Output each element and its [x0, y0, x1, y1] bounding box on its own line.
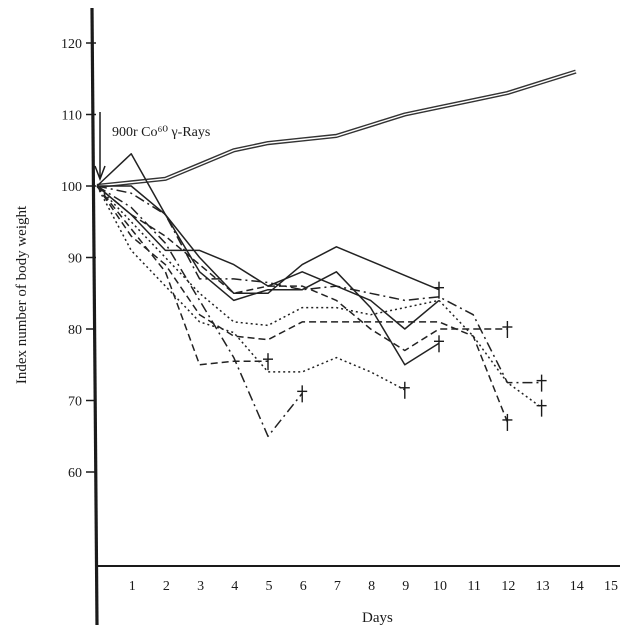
- death-marker-8: [502, 413, 513, 431]
- x-tick-label-15: 15: [604, 579, 618, 594]
- x-tick-label-4: 4: [231, 579, 238, 594]
- x-tick-label-7: 7: [334, 579, 341, 594]
- y-axis-line: [90, 7, 99, 626]
- series-line-1: [96, 153, 440, 366]
- series-line-6: [96, 185, 542, 384]
- series-line-10: [96, 185, 508, 352]
- death-marker-5: [263, 353, 273, 371]
- y-tick-label-110: 110: [62, 109, 82, 124]
- x-tick-label-9: 9: [402, 579, 409, 594]
- x-tick-label-2: 2: [163, 579, 170, 594]
- dose-arrow-head: [94, 165, 106, 182]
- death-marker-6: [536, 374, 547, 392]
- x-tick-label-6: 6: [300, 579, 307, 594]
- series-line-4: [96, 185, 303, 438]
- y-tick-label-60: 60: [68, 466, 82, 481]
- x-tick-label-14: 14: [570, 579, 584, 594]
- x-tick-label-5: 5: [266, 579, 273, 594]
- x-tick-label-12: 12: [501, 579, 515, 594]
- y-tick-label-90: 90: [68, 252, 82, 267]
- x-tick-label-3: 3: [197, 579, 204, 594]
- x-axis-title: Days: [362, 610, 393, 626]
- series-line-5: [96, 185, 268, 366]
- dose-annotation: 900r Co⁶⁰ γ-Rays: [112, 125, 210, 140]
- death-marker-10: [502, 321, 513, 338]
- x-tick-label-10: 10: [433, 579, 447, 594]
- x-tick-label-1: 1: [129, 579, 136, 594]
- y-tick-label-70: 70: [68, 395, 82, 410]
- annotation-layer: 900r Co⁶⁰ γ-Rays: [94, 112, 210, 182]
- x-tick-label-11: 11: [467, 579, 480, 594]
- death-marker-9: [399, 381, 410, 399]
- x-tick-label-13: 13: [536, 579, 550, 594]
- series-line-8: [96, 185, 509, 423]
- series-line-9: [96, 185, 406, 391]
- x-tick-label-8: 8: [368, 579, 375, 594]
- death-marker-7: [536, 399, 547, 417]
- death-markers: [263, 281, 547, 431]
- death-marker-4: [297, 385, 308, 403]
- death-marker-2: [434, 281, 444, 299]
- y-tick-label-100: 100: [61, 180, 82, 195]
- series-line-7: [96, 185, 543, 409]
- y-axis-title: Index number of body weight: [14, 205, 30, 384]
- series-line-3: [96, 185, 440, 330]
- series-line-0-inner: [96, 70, 577, 187]
- y-tick-label-80: 80: [68, 323, 82, 338]
- series-layer: [96, 69, 577, 438]
- death-marker-1: [434, 335, 444, 353]
- series-line-2: [97, 185, 440, 295]
- y-tick-label-120: 120: [61, 37, 82, 52]
